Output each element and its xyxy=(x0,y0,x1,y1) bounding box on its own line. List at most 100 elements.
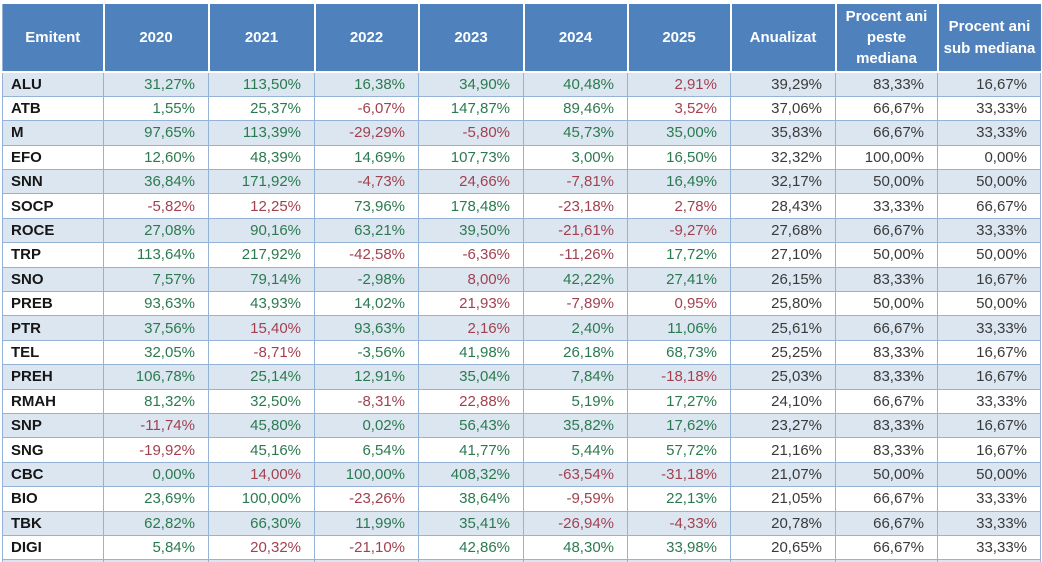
value-cell: 57,72% xyxy=(627,437,731,463)
value-cell: 106,78% xyxy=(103,364,209,390)
value-cell: 7,57% xyxy=(103,266,209,293)
value-cell: 100,00% xyxy=(314,461,419,488)
value-cell: -26,94% xyxy=(523,510,628,536)
value-cell: 113,50% xyxy=(208,71,315,97)
table-row: TRP 113,64% 217,92% -42,58% -6,36% -11,26% 17,… xyxy=(2,242,1041,268)
row-label: M xyxy=(2,120,104,146)
value-cell: 5,44% xyxy=(523,437,628,463)
value-cell: 25,61% xyxy=(730,315,836,341)
value-cell: 5,84% xyxy=(103,534,209,561)
value-cell: 20,32% xyxy=(208,534,315,561)
row-label: SNO xyxy=(2,266,104,293)
value-cell: 50,00% xyxy=(835,169,938,195)
value-cell: 25,37% xyxy=(208,95,315,122)
table-row: TEL 32,05% -8,71% -3,56% 41,98% 26,18% 68,73% 2… xyxy=(2,339,1041,366)
value-cell: -9,27% xyxy=(627,217,731,244)
row-label: TEL xyxy=(2,339,104,366)
table-row: DIGI 5,84% 20,32% -21,10% 42,86% 48,30% 33,98%… xyxy=(2,534,1041,561)
value-cell: 178,48% xyxy=(418,193,524,219)
value-cell: 14,00% xyxy=(208,461,315,488)
value-cell: 2,40% xyxy=(523,315,628,341)
value-cell: 83,33% xyxy=(835,71,938,97)
value-cell: -18,18% xyxy=(627,364,731,390)
table-row: SNO 7,57% 79,14% -2,98% 8,00% 42,22% 27,41% 26,… xyxy=(2,266,1041,293)
value-cell: 16,67% xyxy=(937,437,1041,463)
column-header-emitent: Emitent xyxy=(2,4,104,73)
value-cell: -4,33% xyxy=(627,510,731,536)
value-cell: -42,58% xyxy=(314,242,419,268)
value-cell: 83,33% xyxy=(835,437,938,463)
value-cell: -21,61% xyxy=(523,217,628,244)
value-cell: -23,26% xyxy=(314,486,419,512)
value-cell: -21,10% xyxy=(314,534,419,561)
value-cell: -9,59% xyxy=(523,486,628,512)
value-cell: 66,67% xyxy=(835,534,938,561)
value-cell: 12,91% xyxy=(314,364,419,390)
value-cell: 16,67% xyxy=(937,266,1041,293)
value-cell: 31,27% xyxy=(103,71,209,97)
column-header-anualizat: Anualizat xyxy=(729,4,836,73)
value-cell: 33,33% xyxy=(937,120,1041,146)
value-cell: 79,14% xyxy=(208,266,315,293)
row-label: ATB xyxy=(2,95,104,122)
value-cell: 107,73% xyxy=(418,144,524,171)
value-cell: 24,10% xyxy=(730,388,836,414)
value-cell: 22,13% xyxy=(627,486,731,512)
value-cell: 32,50% xyxy=(208,388,315,414)
column-header-y2022: 2022 xyxy=(313,4,419,73)
value-cell: 66,67% xyxy=(835,120,938,146)
value-cell: -23,18% xyxy=(523,193,628,219)
value-cell: 113,64% xyxy=(103,242,209,268)
value-cell: 2,16% xyxy=(418,315,524,341)
value-cell: -8,31% xyxy=(314,388,419,414)
value-cell: 50,00% xyxy=(835,291,938,317)
value-cell: 35,04% xyxy=(418,364,524,390)
value-cell: 66,67% xyxy=(835,217,938,244)
value-cell: 23,27% xyxy=(730,412,836,439)
value-cell: 16,67% xyxy=(937,364,1041,390)
row-label: ALU xyxy=(2,71,104,97)
value-cell: 100,00% xyxy=(208,486,315,512)
row-label: SNG xyxy=(2,437,104,463)
value-cell: 50,00% xyxy=(835,242,938,268)
value-cell: -8,71% xyxy=(208,339,315,366)
table-row: SOCP -5,82% 12,25% 73,96% 178,48% -23,18% 2,78… xyxy=(2,193,1041,219)
table-row: PREB 93,63% 43,93% 14,02% 21,93% -7,89% 0,95% 2… xyxy=(2,291,1041,317)
table-row: PTR 37,56% 15,40% 93,63% 2,16% 2,40% 11,06% 25,… xyxy=(2,315,1041,341)
table-row: BIO 23,69% 100,00% -23,26% 38,64% -9,59% 22,13… xyxy=(2,486,1041,512)
value-cell: 81,32% xyxy=(103,388,209,414)
value-cell: -29,29% xyxy=(314,120,419,146)
header-row: Emitent 2020 2021 2022 2023 2024 2025 Anualizat… xyxy=(2,4,1041,73)
value-cell: 16,49% xyxy=(627,169,731,195)
value-cell: 2,78% xyxy=(627,193,731,219)
value-cell: -2,98% xyxy=(314,266,419,293)
value-cell: 22,88% xyxy=(418,388,524,414)
table-row: ALU 31,27% 113,50% 16,38% 34,90% 40,48% 2,91% 3… xyxy=(2,71,1041,97)
value-cell: 27,41% xyxy=(627,266,731,293)
value-cell: 5,19% xyxy=(523,388,628,414)
value-cell: 48,30% xyxy=(523,534,628,561)
value-cell: 42,22% xyxy=(523,266,628,293)
value-cell: 66,67% xyxy=(835,510,938,536)
table-row: SNP -11,74% 45,80% 0,02% 56,43% 35,82% 17,62% 2… xyxy=(2,412,1041,439)
value-cell: -5,82% xyxy=(103,193,209,219)
value-cell: 45,80% xyxy=(208,412,315,439)
value-cell: 17,72% xyxy=(627,242,731,268)
value-cell: 3,52% xyxy=(627,95,731,122)
value-cell: 16,67% xyxy=(937,71,1041,97)
value-cell: -6,07% xyxy=(314,95,419,122)
value-cell: 33,33% xyxy=(937,486,1041,512)
value-cell: 35,83% xyxy=(730,120,836,146)
value-cell: 33,33% xyxy=(937,95,1041,122)
value-cell: 21,16% xyxy=(730,437,836,463)
row-label: BIO xyxy=(2,486,104,512)
value-cell: 27,10% xyxy=(730,242,836,268)
value-cell: 7,84% xyxy=(523,364,628,390)
value-cell: -4,73% xyxy=(314,169,419,195)
value-cell: 97,65% xyxy=(103,120,209,146)
value-cell: 0,00% xyxy=(937,144,1041,171)
value-cell: 39,29% xyxy=(730,71,836,97)
value-cell: 28,43% xyxy=(730,193,836,219)
value-cell: 83,33% xyxy=(835,266,938,293)
returns-table: Emitent 2020 2021 2022 2023 2024 2025 Anualizat… xyxy=(2,4,1041,562)
